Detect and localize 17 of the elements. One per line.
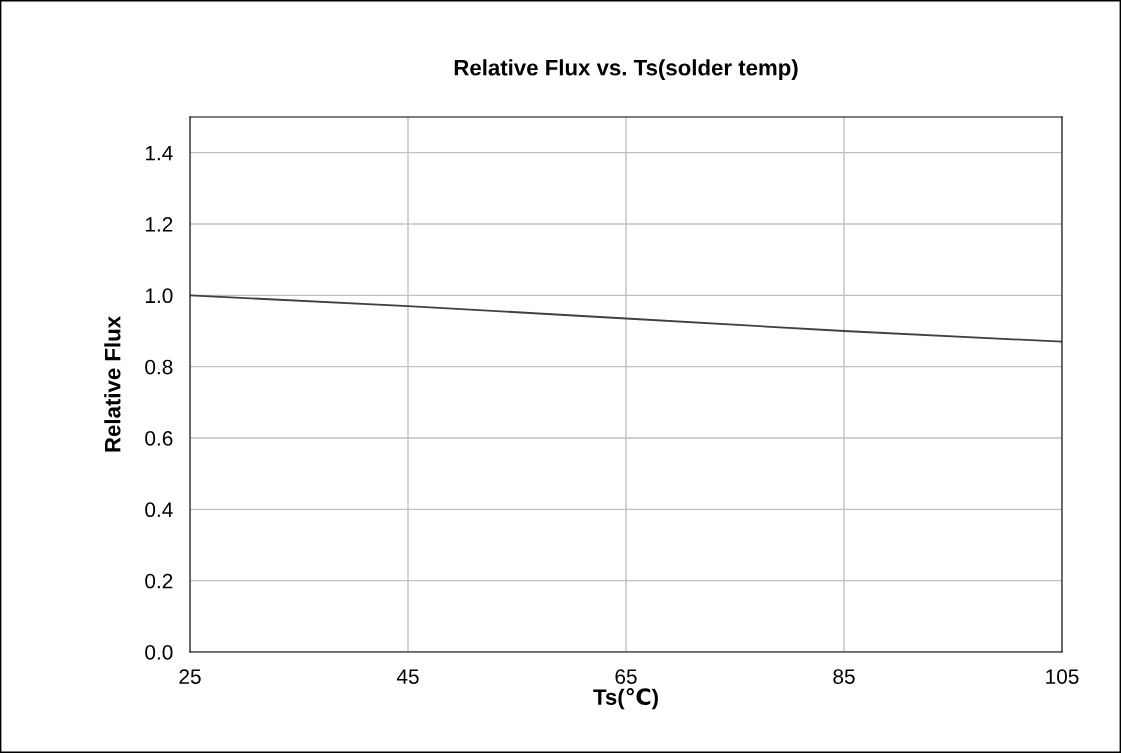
chart-title: Relative Flux vs. Ts(solder temp): [454, 59, 798, 80]
x-tick-label: 25: [179, 669, 201, 684]
x-tick-label: 45: [396, 669, 419, 684]
y-tick-label: 0.4: [145, 502, 173, 518]
y-tick-label: 1.4: [145, 145, 173, 161]
x-tick-label: 65: [615, 669, 637, 684]
y-tick-label: 0.8: [145, 359, 173, 375]
x-tick-label: 105: [1046, 669, 1079, 684]
y-axis-title: Relative Flux: [104, 316, 121, 452]
y-tick-label: 1.2: [145, 217, 173, 232]
x-tick-label: 85: [833, 669, 855, 684]
y-tick-label: 0.0: [145, 645, 173, 660]
y-tick-label: 0.6: [145, 431, 173, 446]
y-tick-label: 0.2: [145, 573, 173, 589]
line-series: [190, 294, 1062, 343]
y-tick-label: 1.0: [145, 288, 173, 304]
x-axis-title: Ts(℃): [593, 688, 658, 710]
